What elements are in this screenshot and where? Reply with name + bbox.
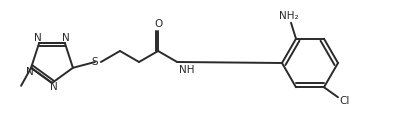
Text: NH₂: NH₂ <box>279 11 299 21</box>
Text: N: N <box>50 82 58 92</box>
Text: NH: NH <box>179 65 195 75</box>
Text: S: S <box>92 57 98 67</box>
Text: N: N <box>62 33 70 43</box>
Text: N: N <box>34 33 42 43</box>
Text: Cl: Cl <box>340 96 350 106</box>
Text: N: N <box>26 67 34 77</box>
Text: O: O <box>154 19 162 29</box>
